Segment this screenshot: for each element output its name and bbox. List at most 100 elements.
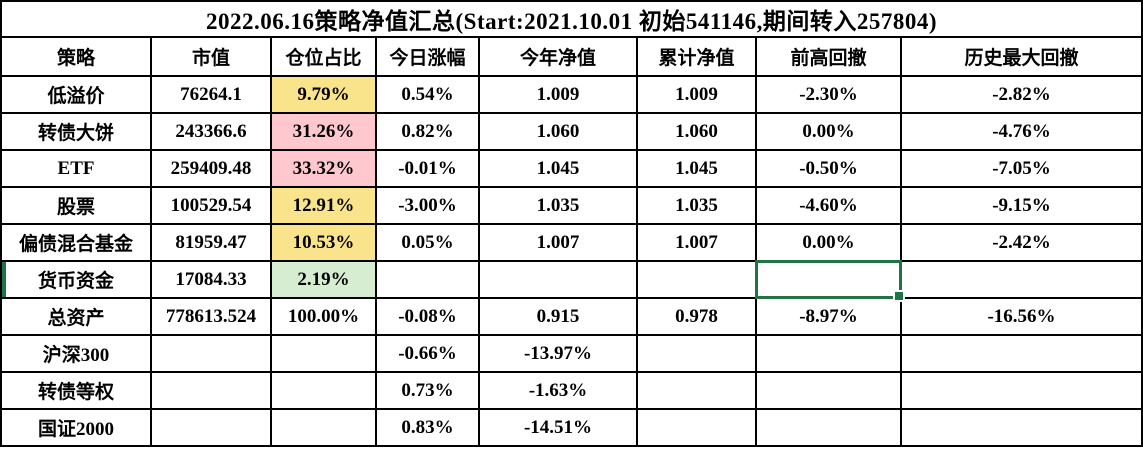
cell-cumulative_nav[interactable]: 1.060: [636, 112, 757, 151]
cell-position_pct[interactable]: 33.32%: [270, 149, 377, 188]
cell-market_value[interactable]: 81959.47: [150, 223, 272, 262]
cell-strategy[interactable]: 低溢价: [0, 75, 152, 114]
cell-market_value[interactable]: 17084.33: [150, 260, 272, 299]
cell-position_pct[interactable]: 9.79%: [270, 75, 377, 114]
sheet-title-cell[interactable]: 2022.06.16策略净值汇总(Start:2021.10.01 初始5411…: [0, 0, 1143, 38]
cell-position_pct[interactable]: [270, 408, 377, 447]
cell-market_value[interactable]: 100529.54: [150, 186, 272, 225]
cell-historical_max_drawdown[interactable]: [899, 260, 1143, 299]
cell-drawdown_from_high[interactable]: -8.97%: [755, 297, 902, 336]
cell-drawdown_from_high[interactable]: [755, 334, 902, 373]
table-body: 低溢价 76264.1 9.79% 0.54% 1.009 1.009 -2.30% -2.8…: [0, 75, 1143, 447]
cell-cumulative_nav[interactable]: 0.978: [636, 297, 757, 336]
table-row: ETF 259409.48 33.32% -0.01% 1.045 1.045 -0.50%…: [0, 149, 1143, 188]
cell-market_value[interactable]: 259409.48: [150, 149, 272, 188]
cell-ytd_nav[interactable]: 0.915: [478, 297, 638, 336]
cell-market_value[interactable]: [150, 334, 272, 373]
column-header-historical_max_drawdown[interactable]: 历史最大回撤: [899, 36, 1143, 77]
cell-position_pct[interactable]: 10.53%: [270, 223, 377, 262]
cell-strategy[interactable]: 转债等权: [0, 371, 152, 410]
cell-ytd_nav[interactable]: 1.045: [478, 149, 638, 188]
column-header-strategy[interactable]: 策略: [0, 36, 152, 77]
cell-historical_max_drawdown[interactable]: [899, 334, 1143, 373]
table-row: 沪深300 -0.66% -13.97%: [0, 334, 1143, 373]
cell-strategy[interactable]: 沪深300: [0, 334, 152, 373]
cell-today_change[interactable]: -3.00%: [375, 186, 480, 225]
cell-strategy[interactable]: 总资产: [0, 297, 152, 336]
cell-cumulative_nav[interactable]: 1.035: [636, 186, 757, 225]
cell-strategy[interactable]: ETF: [0, 149, 152, 188]
cell-drawdown_from_high[interactable]: 0.00%: [755, 112, 902, 151]
table-row: 股票 100529.54 12.91% -3.00% 1.035 1.035 -4.60% -…: [0, 186, 1143, 225]
cell-market_value[interactable]: 76264.1: [150, 75, 272, 114]
cell-today_change[interactable]: [375, 260, 480, 299]
cell-position_pct[interactable]: [270, 334, 377, 373]
cell-strategy[interactable]: 转债大饼: [0, 112, 152, 151]
cell-market_value[interactable]: 778613.524: [150, 297, 272, 336]
cell-cumulative_nav[interactable]: 1.045: [636, 149, 757, 188]
cell-ytd_nav[interactable]: [478, 260, 638, 299]
cell-historical_max_drawdown[interactable]: -2.42%: [899, 223, 1143, 262]
table-row: 国证2000 0.83% -14.51%: [0, 408, 1143, 447]
cell-historical_max_drawdown[interactable]: [899, 408, 1143, 447]
cell-position_pct[interactable]: 12.91%: [270, 186, 377, 225]
cell-historical_max_drawdown[interactable]: -7.05%: [899, 149, 1143, 188]
cell-strategy[interactable]: 国证2000: [0, 408, 152, 447]
cell-today_change[interactable]: 0.83%: [375, 408, 480, 447]
cell-historical_max_drawdown[interactable]: -4.76%: [899, 112, 1143, 151]
cell-historical_max_drawdown[interactable]: -16.56%: [899, 297, 1143, 336]
column-header-cumulative_nav[interactable]: 累计净值: [636, 36, 757, 77]
cell-today_change[interactable]: -0.66%: [375, 334, 480, 373]
title-row: 2022.06.16策略净值汇总(Start:2021.10.01 初始5411…: [0, 0, 1143, 38]
cell-cumulative_nav[interactable]: [636, 371, 757, 410]
cell-strategy[interactable]: 货币资金: [0, 260, 152, 299]
table-row: 低溢价 76264.1 9.79% 0.54% 1.009 1.009 -2.30% -2.8…: [0, 75, 1143, 114]
cell-today_change[interactable]: -0.08%: [375, 297, 480, 336]
cell-ytd_nav[interactable]: -14.51%: [478, 408, 638, 447]
cell-today_change[interactable]: 0.05%: [375, 223, 480, 262]
cell-position_pct[interactable]: [270, 371, 377, 410]
cell-cumulative_nav[interactable]: 1.009: [636, 75, 757, 114]
cell-ytd_nav[interactable]: -13.97%: [478, 334, 638, 373]
cell-cumulative_nav[interactable]: [636, 334, 757, 373]
strategy-nav-table: 2022.06.16策略净值汇总(Start:2021.10.01 初始5411…: [0, 0, 1143, 447]
cell-drawdown_from_high[interactable]: -2.30%: [755, 75, 902, 114]
cell-ytd_nav[interactable]: 1.009: [478, 75, 638, 114]
column-header-ytd_nav[interactable]: 今年净值: [478, 36, 638, 77]
cell-cumulative_nav[interactable]: [636, 408, 757, 447]
cell-drawdown_from_high[interactable]: -4.60%: [755, 186, 902, 225]
table-row: 转债等权 0.73% -1.63%: [0, 371, 1143, 410]
cell-ytd_nav[interactable]: 1.035: [478, 186, 638, 225]
cell-drawdown_from_high[interactable]: 0.00%: [755, 223, 902, 262]
cell-today_change[interactable]: -0.01%: [375, 149, 480, 188]
selected-cell[interactable]: [755, 260, 906, 303]
cell-historical_max_drawdown[interactable]: -2.82%: [899, 75, 1143, 114]
cell-historical_max_drawdown[interactable]: [899, 371, 1143, 410]
cell-drawdown_from_high[interactable]: [755, 408, 902, 447]
cell-position_pct[interactable]: 100.00%: [270, 297, 377, 336]
cell-strategy[interactable]: 偏债混合基金: [0, 223, 152, 262]
cell-market_value[interactable]: [150, 371, 272, 410]
cell-drawdown_from_high[interactable]: -0.50%: [755, 149, 902, 188]
cell-strategy[interactable]: 股票: [0, 186, 152, 225]
cell-cumulative_nav[interactable]: [636, 260, 757, 299]
cell-market_value[interactable]: [150, 408, 272, 447]
cell-position_pct[interactable]: 31.26%: [270, 112, 377, 151]
cell-today_change[interactable]: 0.82%: [375, 112, 480, 151]
cell-position_pct[interactable]: 2.19%: [270, 260, 377, 299]
cell-ytd_nav[interactable]: 1.007: [478, 223, 638, 262]
cell-today_change[interactable]: 0.54%: [375, 75, 480, 114]
cell-historical_max_drawdown[interactable]: -9.15%: [899, 186, 1143, 225]
column-header-market_value[interactable]: 市值: [150, 36, 272, 77]
column-header-drawdown_from_high[interactable]: 前高回撤: [755, 36, 902, 77]
cell-cumulative_nav[interactable]: 1.007: [636, 223, 757, 262]
cell-ytd_nav[interactable]: -1.63%: [478, 371, 638, 410]
header-row: 策略 市值 仓位占比 今日涨幅 今年净值 累计净值 前高回撤 历史最大回撤: [0, 36, 1143, 77]
cell-ytd_nav[interactable]: 1.060: [478, 112, 638, 151]
cell-market_value[interactable]: 243366.6: [150, 112, 272, 151]
cell-today_change[interactable]: 0.73%: [375, 371, 480, 410]
cell-drawdown_from_high[interactable]: [755, 371, 902, 410]
column-header-today_change[interactable]: 今日涨幅: [375, 36, 480, 77]
column-header-position_pct[interactable]: 仓位占比: [270, 36, 377, 77]
